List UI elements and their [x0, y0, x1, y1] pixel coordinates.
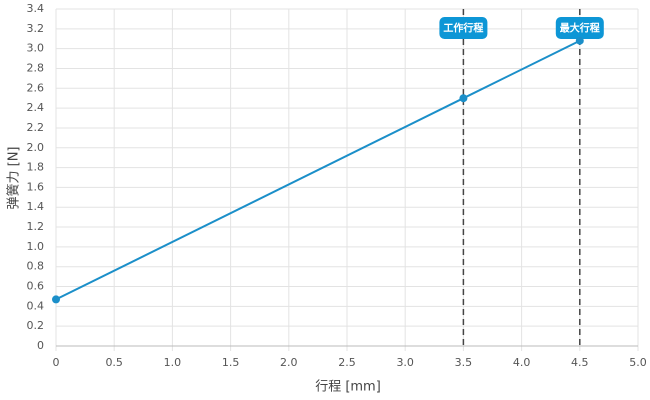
- x-tick-label: 3.0: [396, 356, 414, 369]
- y-tick-label: 0: [37, 339, 44, 352]
- x-tick-label: 4.5: [571, 356, 589, 369]
- x-tick-label: 0: [53, 356, 60, 369]
- y-tick-label: 0.6: [27, 280, 45, 293]
- x-tick-label: 4.0: [513, 356, 531, 369]
- y-tick-label: 1.0: [27, 240, 45, 253]
- x-tick-label: 2.5: [338, 356, 356, 369]
- annotation-badge: [439, 17, 488, 39]
- x-axis-label: 行程 [mm]: [315, 380, 381, 395]
- y-tick-label: 1.8: [27, 161, 45, 174]
- y-axis-label: 弹簧力 [N]: [6, 146, 22, 209]
- x-tick-label: 1.5: [222, 356, 240, 369]
- y-tick-label: 2.4: [27, 101, 45, 114]
- y-tick-label: 0.4: [27, 299, 45, 312]
- annotation-badge: [555, 17, 604, 39]
- y-tick-label: 2.6: [27, 81, 45, 94]
- x-tick-label: 1.0: [164, 356, 182, 369]
- x-tick-label: 3.5: [455, 356, 473, 369]
- y-tick-label: 0.8: [27, 260, 45, 273]
- annotation-label: 最大行程: [560, 22, 600, 35]
- y-tick-label: 3.4: [27, 2, 45, 15]
- line: [55, 39, 581, 301]
- y-tick-label: 2.0: [27, 141, 45, 154]
- y-tick-label: 2.2: [27, 121, 45, 134]
- point: [459, 94, 468, 103]
- point: [575, 36, 584, 45]
- y-tick-label: 0.2: [27, 319, 45, 332]
- x-tick-label: 2.0: [280, 356, 298, 369]
- y-tick-label: 1.6: [27, 180, 45, 193]
- y-tick-label: 3.0: [27, 42, 45, 55]
- y-tick-label: 3.2: [27, 22, 45, 35]
- x-tick-label: 5.0: [629, 356, 647, 369]
- y-tick-label: 1.2: [27, 220, 45, 233]
- x-tick-label: 0.5: [105, 356, 123, 369]
- point: [52, 295, 60, 304]
- y-tick-label: 1.4: [27, 200, 45, 213]
- annotation-label: 工作行程: [443, 22, 483, 35]
- y-tick-label: 2.8: [27, 61, 45, 74]
